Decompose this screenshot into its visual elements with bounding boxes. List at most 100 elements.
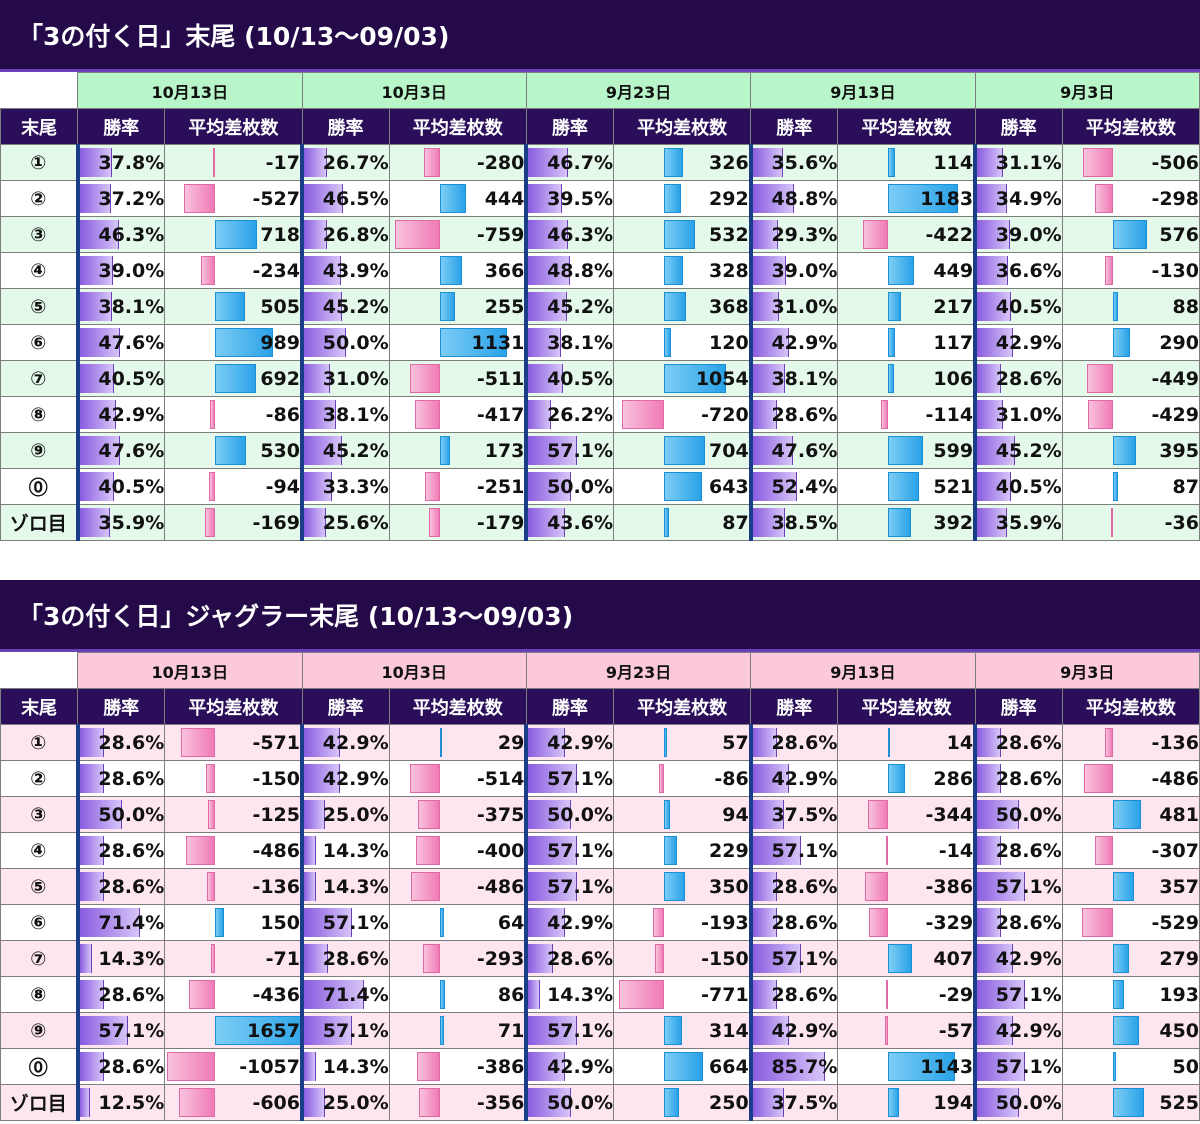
avg-diff-cell: -293 <box>388 940 527 977</box>
avg-diff-cell: 88 <box>1061 288 1200 325</box>
win-rate-value: 48.8% <box>547 259 613 282</box>
win-rate-value: 25.0% <box>322 1091 389 1114</box>
win-rate-value: 42.9% <box>547 1055 613 1078</box>
win-rate-cell: 38.1% <box>299 396 390 433</box>
win-rate-bar <box>306 908 353 937</box>
avg-diff-positive-bar <box>664 436 705 465</box>
win-rate-cell: 39.5% <box>524 180 615 217</box>
avg-diff-value: 64 <box>497 911 525 934</box>
avg-diff-positive-bar <box>664 872 685 901</box>
win-rate-cell: 34.9% <box>973 180 1063 217</box>
win-rate-bar <box>306 800 326 829</box>
win-rate-bar <box>979 800 1020 829</box>
avg-diff-cell: 576 <box>1061 216 1200 253</box>
avg-diff-negative-bar <box>210 400 216 429</box>
avg-diff-negative-bar <box>423 148 440 177</box>
avg-diff-value: -511 <box>476 367 525 390</box>
avg-diff-value: -17 <box>265 151 300 174</box>
win-rate-value: 28.6% <box>995 367 1062 390</box>
avg-diff-cell: 50 <box>1061 1048 1200 1085</box>
avg-diff-cell: 328 <box>612 252 752 289</box>
win-rate-value: 26.7% <box>322 151 389 174</box>
table-row: ④ 39.0% -234 43.9% 366 48.8% 328 39.0% 449 36.6% -… <box>0 252 1200 289</box>
avg-diff-value: 86 <box>497 983 525 1006</box>
avg-diff-value: 450 <box>1159 1019 1199 1042</box>
win-rate-cell: 31.0% <box>299 360 390 397</box>
win-rate-cell: 25.0% <box>299 796 390 833</box>
avg-diff-value: -771 <box>701 983 749 1006</box>
avg-diff-positive-bar <box>888 328 896 357</box>
avg-diff-positive-bar <box>888 944 913 973</box>
avg-diff-value: 117 <box>933 331 974 354</box>
win-rate-cell: 57.1% <box>524 432 615 469</box>
avg-diff-positive-bar <box>1112 220 1147 249</box>
avg-diff-value: -86 <box>714 767 749 790</box>
win-rate-cell: 28.6% <box>75 832 166 869</box>
win-rate-value: 26.2% <box>547 403 613 426</box>
avg-diff-cell: -436 <box>164 976 303 1013</box>
avg-diff-cell: 250 <box>612 1084 752 1121</box>
win-rate-bar <box>530 328 561 357</box>
avg-diff-negative-bar <box>205 508 216 537</box>
win-rate-cell: 46.7% <box>524 144 615 181</box>
win-rate-value: 28.6% <box>322 947 389 970</box>
avg-diff-positive-bar <box>664 1016 682 1045</box>
win-rate-bar <box>979 328 1014 357</box>
avg-diff-positive-bar <box>1112 980 1124 1009</box>
win-rate-bar <box>306 292 343 321</box>
avg-diff-value: -386 <box>925 875 974 898</box>
avg-diff-negative-bar <box>416 1052 440 1081</box>
win-rate-bar <box>306 1088 326 1117</box>
avg-diff-value: 704 <box>709 439 749 462</box>
avg-diff-value: -125 <box>252 803 300 826</box>
avg-diff-cell: -94 <box>164 468 303 505</box>
date-header: 9月23日 <box>525 652 752 689</box>
avg-diff-value: -293 <box>476 947 525 970</box>
date-header: 9月3日 <box>974 72 1200 109</box>
win-rate-cell: 42.9% <box>973 1012 1063 1049</box>
win-rate-cell: 57.1% <box>973 976 1063 1013</box>
win-rate-bar <box>979 364 1002 393</box>
win-rate-cell: 43.9% <box>299 252 390 289</box>
avg-diff-cell: 290 <box>1061 324 1200 361</box>
win-rate-value: 42.9% <box>547 731 613 754</box>
avg-diff-cell: 481 <box>1061 796 1200 833</box>
win-rate-cell: 57.1% <box>973 868 1063 905</box>
avg-diff-cell: -125 <box>164 796 303 833</box>
avg-diff-value: -486 <box>252 839 300 862</box>
win-rate-bar <box>979 256 1009 285</box>
win-rate-bar <box>81 908 141 937</box>
avg-diff-positive-bar <box>1112 944 1129 973</box>
table-section-2: 「3の付く日」ジャグラー末尾 (10/13〜09/03) 10月13日 10月3日… <box>0 580 1200 1121</box>
avg-diff-value: 194 <box>933 1091 974 1114</box>
avg-diff-value: 286 <box>933 767 974 790</box>
avg-diff-cell: 530 <box>164 432 303 469</box>
avg-diff-value: 350 <box>709 875 749 898</box>
win-rate-bar <box>530 148 568 177</box>
avg-diff-cell: -193 <box>612 904 752 941</box>
table-row: ゾロ目 12.5% -606 25.0% -356 50.0% 250 37.5% 194 50.… <box>0 1084 1200 1121</box>
avg-diff-cell: 150 <box>164 904 303 941</box>
avg-diff-cell: -486 <box>164 832 303 869</box>
avg-diff-cell: -527 <box>164 180 303 217</box>
date-header: 10月13日 <box>77 652 303 689</box>
date-header: 9月13日 <box>750 72 976 109</box>
win-rate-value: 28.6% <box>771 731 838 754</box>
win-rate-cell: 28.6% <box>75 976 166 1013</box>
avg-diff-value: 1054 <box>695 367 749 390</box>
table-row: ⑨ 47.6% 530 45.2% 173 57.1% 704 47.6% 599 45.2% 39… <box>0 432 1200 469</box>
avg-diff-value: -86 <box>265 403 300 426</box>
avg-diff-positive-bar <box>664 800 670 829</box>
win-rate-cell: 45.2% <box>299 432 390 469</box>
win-rate-cell: 28.6% <box>748 904 839 941</box>
column-header-rate: 勝率 <box>525 688 615 725</box>
row-label: ⑦ <box>0 360 79 397</box>
column-header-avg: 平均差枚数 <box>612 688 752 725</box>
avg-diff-value: 505 <box>260 295 300 318</box>
avg-diff-positive-bar <box>215 292 246 321</box>
win-rate-bar <box>306 836 317 865</box>
avg-diff-negative-bar <box>209 472 216 501</box>
avg-diff-value: -280 <box>476 151 525 174</box>
avg-diff-value: 1657 <box>247 1019 300 1042</box>
win-rate-bar <box>754 836 802 865</box>
